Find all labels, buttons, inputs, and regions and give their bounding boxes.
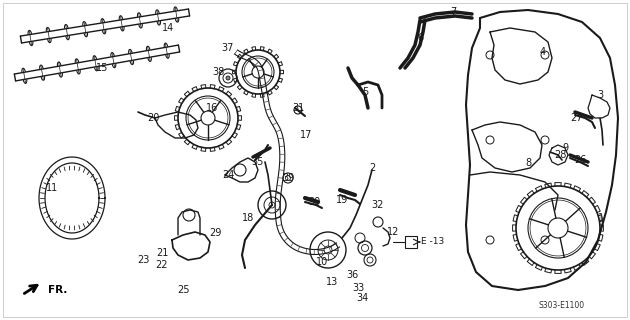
Text: 14: 14 [162,23,174,33]
Text: 34: 34 [356,293,368,303]
Text: 27: 27 [571,113,583,123]
Text: 9: 9 [562,143,568,153]
Text: 35: 35 [252,157,264,167]
Text: 25: 25 [177,285,189,295]
Text: 8: 8 [525,158,531,168]
Text: 1: 1 [598,213,604,223]
Text: 26: 26 [574,155,586,165]
Text: 24: 24 [222,170,234,180]
Text: 32: 32 [372,200,384,210]
Text: 3: 3 [597,90,603,100]
Text: 15: 15 [96,63,108,73]
Text: E -13: E -13 [421,237,445,246]
Text: 22: 22 [156,260,168,270]
Circle shape [226,76,230,80]
Text: 36: 36 [346,270,358,280]
Text: 37: 37 [222,43,234,53]
Text: 31: 31 [292,103,304,113]
Text: FR.: FR. [48,285,67,295]
Text: 30: 30 [308,197,320,207]
Text: 33: 33 [352,283,364,293]
Bar [405,236,417,248]
Text: S303-E1100: S303-E1100 [539,300,585,309]
Text: 10: 10 [316,257,328,267]
Text: 4: 4 [540,47,546,57]
Text: 23: 23 [137,255,149,265]
Text: 11: 11 [46,183,58,193]
Text: 7: 7 [450,7,456,17]
Text: 17: 17 [300,130,312,140]
Text: 20: 20 [147,113,159,123]
Text: 18: 18 [242,213,254,223]
Text: 16: 16 [206,103,218,113]
Text: 39: 39 [282,173,294,183]
Text: 12: 12 [387,227,399,237]
Text: 2: 2 [369,163,375,173]
Text: 19: 19 [336,195,348,205]
Text: 5: 5 [362,87,368,97]
Text: 21: 21 [156,248,168,258]
Text: 38: 38 [212,67,224,77]
Text: 29: 29 [209,228,221,238]
Text: 13: 13 [326,277,338,287]
Text: 6: 6 [417,33,423,43]
Text: 28: 28 [554,150,566,160]
